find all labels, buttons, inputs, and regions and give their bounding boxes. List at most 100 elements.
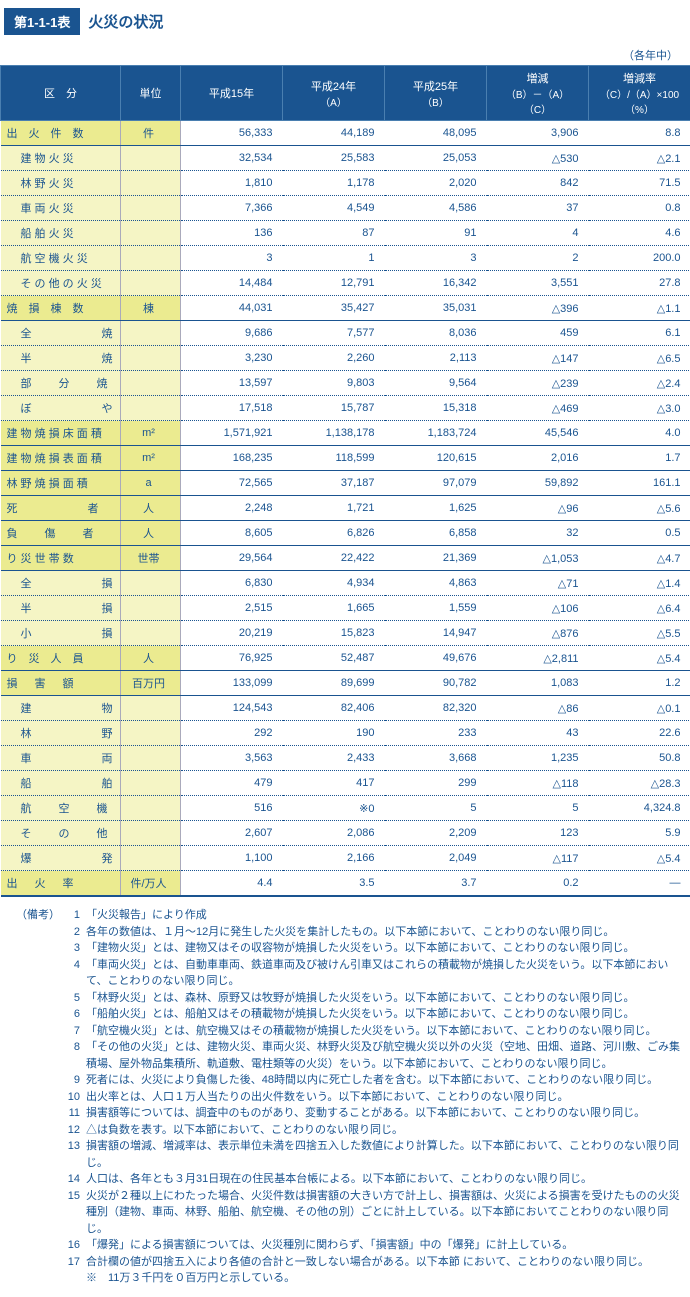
cell-value: 9,686	[181, 321, 283, 346]
cell-value: △530	[487, 146, 589, 171]
cell-value: 516	[181, 796, 283, 821]
row-category: 部 分 焼	[1, 371, 121, 396]
cell-value: 35,427	[283, 296, 385, 321]
footnote-row: 2各年の数値は、１月～12月に発生した火災を集計したもの。以下本節において、こと…	[16, 924, 682, 941]
row-category: 林 野 火 災	[1, 171, 121, 196]
cell-value: 82,406	[283, 696, 385, 721]
cell-value: 48,095	[385, 121, 487, 146]
cell-value: △3.0	[589, 396, 690, 421]
row-category: 林 野	[1, 721, 121, 746]
cell-value: 3,230	[181, 346, 283, 371]
row-category: り 災 人 員	[1, 646, 121, 671]
table-header: 第1-1-1表 火災の状況	[0, 0, 690, 47]
cell-value: 3,668	[385, 746, 487, 771]
cell-value: 2,433	[283, 746, 385, 771]
footnote-row: 4「車両火災」とは、自動車車両、鉄道車両及び被けん引車又はこれらの積載物が焼損し…	[16, 957, 682, 990]
cell-value: 2,248	[181, 496, 283, 521]
row-category: 建 物 火 災	[1, 146, 121, 171]
fire-status-table: 区 分単位平成15年平成24年（A）平成25年（B）増減（B）－（A）（C）増減…	[0, 65, 690, 897]
cell-value: 0.5	[589, 521, 690, 546]
row-unit	[121, 371, 181, 396]
table-row: ぼ や17,51815,78715,318△469△3.0	[1, 396, 690, 421]
cell-value: 133,099	[181, 671, 283, 696]
cell-value: △147	[487, 346, 589, 371]
cell-value: 4.4	[181, 871, 283, 897]
cell-value: △118	[487, 771, 589, 796]
cell-value: 44,189	[283, 121, 385, 146]
cell-value: 1,665	[283, 596, 385, 621]
cell-value: 49,676	[385, 646, 487, 671]
cell-value: 161.1	[589, 471, 690, 496]
cell-value: 299	[385, 771, 487, 796]
table-row: 船 舶 火 災136879144.6	[1, 221, 690, 246]
cell-value: 15,823	[283, 621, 385, 646]
row-category: 死 者	[1, 496, 121, 521]
row-unit	[121, 596, 181, 621]
cell-value: 43	[487, 721, 589, 746]
cell-value: 118,599	[283, 446, 385, 471]
table-row: 航 空 機 火 災3132200.0	[1, 246, 690, 271]
cell-value: △28.3	[589, 771, 690, 796]
table-title: 火災の状況	[88, 11, 163, 32]
row-category: 半 損	[1, 596, 121, 621]
cell-value: 50.8	[589, 746, 690, 771]
table-row: 建 物 焼 損 表 面 積m²168,235118,599120,6152,01…	[1, 446, 690, 471]
column-header: 平成15年	[181, 66, 283, 121]
row-unit	[121, 796, 181, 821]
cell-value: 3	[181, 246, 283, 271]
table-row: 死 者人2,2481,7211,625△96△5.6	[1, 496, 690, 521]
row-category: 航 空 機	[1, 796, 121, 821]
row-unit	[121, 771, 181, 796]
cell-value: 1,810	[181, 171, 283, 196]
table-row: 損 害 額百万円133,09989,69990,7821,0831.2	[1, 671, 690, 696]
row-category: そ の 他 の 火 災	[1, 271, 121, 296]
footnote-row: 5「林野火災」とは、森林、原野又は牧野が焼損した火災をいう。以下本節において、こ…	[16, 990, 682, 1007]
footnote-row: 16「爆発」による損害額については、火災種別に関わらず、「損害額」中の「爆発」に…	[16, 1237, 682, 1254]
cell-value: 292	[181, 721, 283, 746]
row-unit	[121, 196, 181, 221]
footnote-row: 10出火率とは、人口１万人当たりの出火件数をいう。以下本節において、ことわりのな…	[16, 1089, 682, 1106]
column-header: 増減（B）－（A）（C）	[487, 66, 589, 121]
cell-value: △106	[487, 596, 589, 621]
cell-value: 22,422	[283, 546, 385, 571]
column-header: 平成24年（A）	[283, 66, 385, 121]
cell-value: 20,219	[181, 621, 283, 646]
cell-value: 0.8	[589, 196, 690, 221]
cell-value: 0.2	[487, 871, 589, 897]
row-category: 林 野 焼 損 面 積	[1, 471, 121, 496]
cell-value: 72,565	[181, 471, 283, 496]
cell-value: 9,564	[385, 371, 487, 396]
table-row: 部 分 焼13,5979,8039,564△239△2.4	[1, 371, 690, 396]
unit-note: （各年中）	[0, 47, 690, 63]
footnote-row: 12△は負数を表す。以下本節において、ことわりのない限り同じ。	[16, 1122, 682, 1139]
table-row: 焼 損 棟 数棟44,03135,42735,031△396△1.1	[1, 296, 690, 321]
cell-value: 2,260	[283, 346, 385, 371]
footnote-row: 8「その他の火災」とは、建物火災、車両火災、林野火災及び航空機火災以外の火災（空…	[16, 1039, 682, 1072]
row-category: 小 損	[1, 621, 121, 646]
row-category: 航 空 機 火 災	[1, 246, 121, 271]
row-unit: 件/万人	[121, 871, 181, 897]
cell-value: △2.1	[589, 146, 690, 171]
cell-value: △2,811	[487, 646, 589, 671]
cell-value: 3.7	[385, 871, 487, 897]
cell-value: 6.1	[589, 321, 690, 346]
cell-value: 82,320	[385, 696, 487, 721]
table-row: そ の 他 の 火 災14,48412,79116,3423,55127.8	[1, 271, 690, 296]
cell-value: 89,699	[283, 671, 385, 696]
cell-value: 29,564	[181, 546, 283, 571]
cell-value: 27.8	[589, 271, 690, 296]
cell-value: 200.0	[589, 246, 690, 271]
footnote-row: 11損害額等については、調査中のものがあり、変動することがある。以下本節において…	[16, 1105, 682, 1122]
row-unit	[121, 221, 181, 246]
cell-value: 21,369	[385, 546, 487, 571]
cell-value: 842	[487, 171, 589, 196]
cell-value: 35,031	[385, 296, 487, 321]
cell-value: 5	[487, 796, 589, 821]
column-header: 単位	[121, 66, 181, 121]
cell-value: ※0	[283, 796, 385, 821]
row-category: 建 物 焼 損 床 面 積	[1, 421, 121, 446]
column-header: 区 分	[1, 66, 121, 121]
cell-value: 15,318	[385, 396, 487, 421]
row-category: 損 害 額	[1, 671, 121, 696]
cell-value: 120,615	[385, 446, 487, 471]
